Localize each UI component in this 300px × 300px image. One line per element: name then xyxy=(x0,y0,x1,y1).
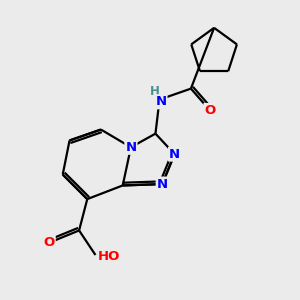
Text: H: H xyxy=(150,85,160,98)
Text: N: N xyxy=(155,95,167,108)
Text: N: N xyxy=(169,148,180,160)
Text: HO: HO xyxy=(98,250,121,263)
Text: N: N xyxy=(125,141,136,154)
Text: O: O xyxy=(44,236,55,249)
Text: O: O xyxy=(204,104,216,117)
Text: N: N xyxy=(157,178,168,190)
